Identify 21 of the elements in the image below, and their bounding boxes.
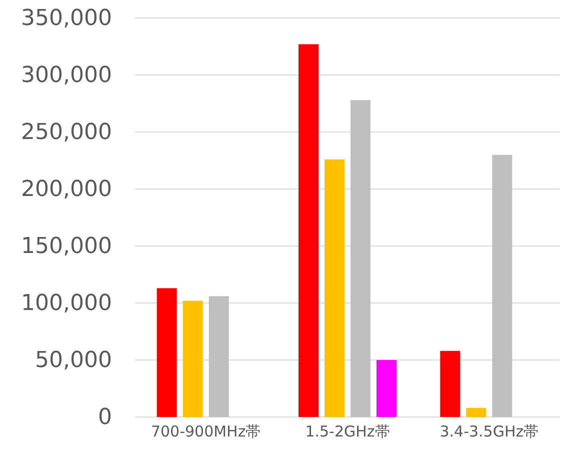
x-tick-label: 3.4-3.5GHz帯 bbox=[440, 422, 539, 440]
bar bbox=[492, 154, 512, 417]
bar bbox=[298, 44, 318, 417]
bar bbox=[466, 408, 486, 417]
bar bbox=[208, 296, 229, 417]
x-tick-label: 700-900MHz帯 bbox=[150, 422, 261, 440]
y-tick-label: 0 bbox=[98, 405, 112, 430]
y-tick-label: 150,000 bbox=[21, 234, 112, 260]
y-tick-label: 100,000 bbox=[21, 291, 112, 316]
y-tick-label: 200,000 bbox=[21, 177, 112, 202]
bar bbox=[324, 159, 344, 417]
y-tick-label: 300,000 bbox=[21, 63, 112, 88]
bar bbox=[440, 350, 460, 417]
bar bbox=[376, 360, 396, 417]
bar bbox=[350, 100, 370, 417]
x-tick-label: 1.5-2GHz帯 bbox=[305, 422, 390, 440]
bar bbox=[156, 288, 177, 417]
bar bbox=[182, 300, 203, 417]
y-tick-label: 250,000 bbox=[21, 120, 112, 146]
y-tick-label: 350,000 bbox=[21, 6, 112, 32]
y-tick-label: 50,000 bbox=[35, 348, 112, 374]
